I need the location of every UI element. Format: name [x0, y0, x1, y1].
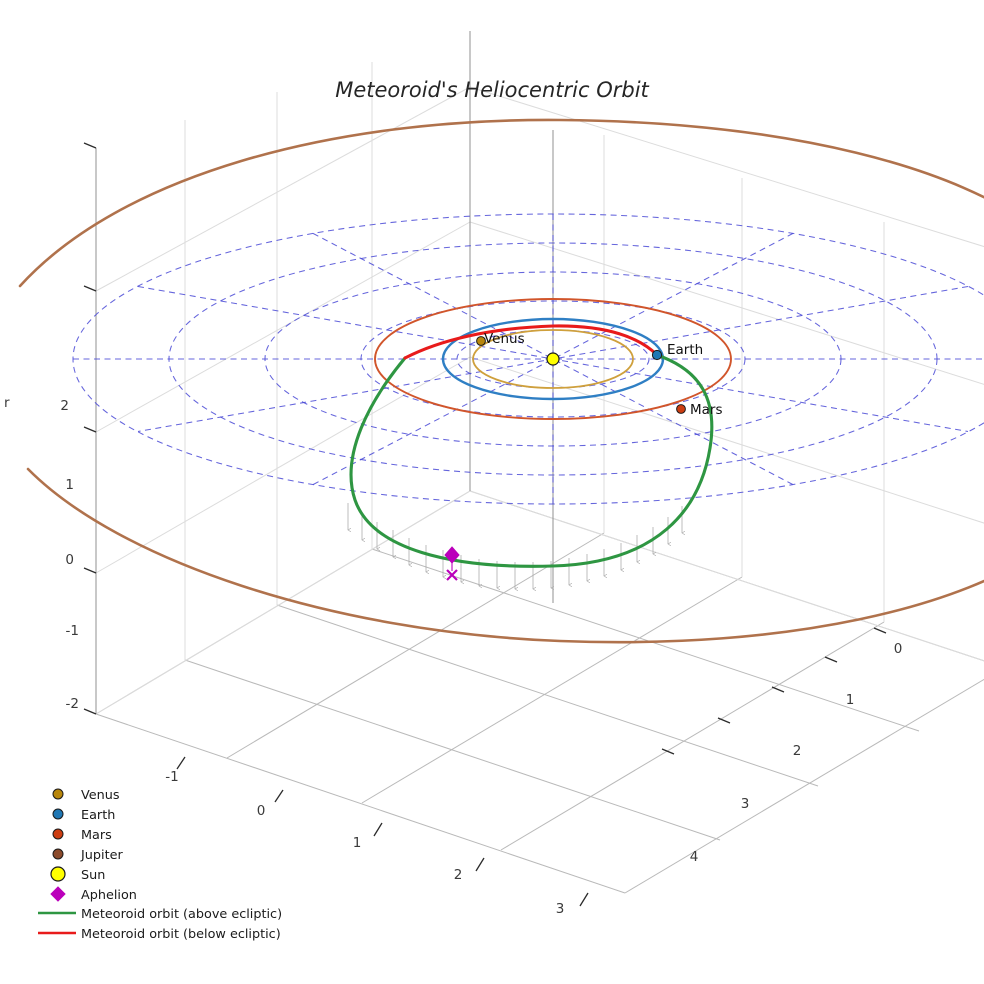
x-tick-labels: -1 0 1 2 3 — [165, 769, 564, 917]
legend-item-mars[interactable]: Mars — [52, 828, 112, 843]
aphelion-swatch-icon — [50, 886, 66, 902]
mars-swatch-icon — [52, 828, 64, 840]
z-tick-label: -2 — [66, 696, 79, 712]
right-wall-pane-grid — [469, 86, 984, 662]
x-tick-label: 1 — [353, 835, 362, 851]
venus-label: Venus — [484, 331, 525, 347]
x-tick-label: 2 — [454, 867, 463, 883]
y-axis-ticks — [661, 627, 887, 755]
legend-label: Meteoroid orbit (above ecliptic) — [81, 907, 282, 922]
y-tick-label: 1 — [846, 692, 855, 708]
orbit-venus — [472, 329, 634, 389]
z-tick-labels: 2 1 0 -1 -2 — [60, 398, 79, 712]
legend-item-sun[interactable]: Sun — [50, 866, 105, 883]
legend: Venus Earth Mars Jupiter Sun Aphelion — [38, 788, 282, 942]
legend-item-aphelion[interactable]: Aphelion — [50, 886, 137, 903]
page-title: Meteoroid's Heliocentric Orbit — [335, 78, 649, 102]
legend-label: Venus — [81, 788, 120, 803]
clipped-axis-label: r — [4, 395, 10, 411]
x-tick-label: 3 — [556, 901, 565, 917]
y-tick-label: 3 — [741, 796, 750, 812]
venus-swatch-icon — [52, 788, 64, 800]
legend-label: Jupiter — [80, 848, 123, 863]
venus-marker — [476, 336, 486, 346]
earth-swatch-icon — [52, 808, 64, 820]
z-tick-label: -1 — [66, 623, 79, 639]
orbit-jupiter — [18, 118, 984, 644]
z-tick-label: 0 — [65, 552, 74, 568]
orbit-mars — [374, 298, 732, 420]
x-tick-label: -1 — [165, 769, 178, 785]
legend-label: Sun — [81, 868, 105, 883]
y-tick-label: 0 — [894, 641, 903, 657]
aphelion-marker — [444, 546, 460, 581]
legend-item-orbit-below[interactable]: Meteoroid orbit (below ecliptic) — [38, 927, 281, 942]
earth-label: Earth — [667, 342, 703, 358]
sun-marker — [546, 352, 560, 366]
orbit-earth — [441, 317, 665, 401]
sun-swatch-icon — [50, 866, 66, 882]
y-tick-labels: 0 1 2 3 4 — [690, 641, 903, 865]
y-tick-label: 2 — [793, 743, 802, 759]
mars-label: Mars — [690, 402, 723, 418]
legend-label: Aphelion — [81, 888, 137, 903]
legend-item-earth[interactable]: Earth — [52, 808, 115, 823]
legend-item-orbit-above[interactable]: Meteoroid orbit (above ecliptic) — [38, 907, 282, 922]
earth-marker — [651, 349, 663, 361]
legend-label: Meteoroid orbit (below ecliptic) — [81, 927, 281, 942]
orbit-droplines — [348, 503, 682, 589]
z-tick-label: 1 — [65, 477, 74, 493]
legend-item-venus[interactable]: Venus — [52, 788, 120, 803]
meteoroid-orbit-below-ecliptic — [403, 324, 659, 360]
x-axis-ticks — [176, 756, 589, 907]
legend-label: Mars — [81, 828, 112, 843]
x-tick-label: 0 — [257, 803, 266, 819]
meteoroid-orbit-above-ecliptic — [349, 353, 714, 568]
y-tick-label: 4 — [690, 849, 699, 865]
body-markers — [476, 336, 686, 414]
legend-item-jupiter[interactable]: Jupiter — [52, 848, 123, 863]
legend-label: Earth — [81, 808, 115, 823]
z-tick-label: 2 — [60, 398, 69, 414]
mars-marker — [676, 404, 686, 414]
jupiter-swatch-icon — [52, 848, 64, 860]
z-axis-ticks — [83, 142, 97, 715]
